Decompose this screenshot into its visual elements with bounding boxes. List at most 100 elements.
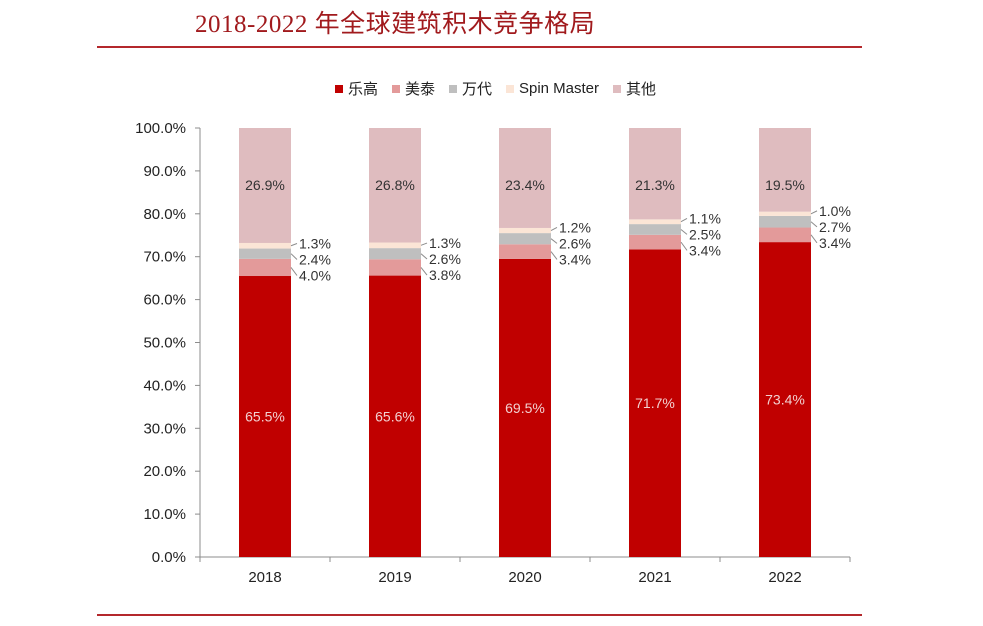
x-tick-label: 2020 bbox=[508, 569, 541, 586]
data-label: 3.4% bbox=[689, 242, 721, 258]
bar-segment bbox=[369, 259, 421, 276]
y-tick-label: 60.0% bbox=[143, 292, 186, 309]
bar-segment bbox=[759, 242, 811, 557]
bar-segment bbox=[369, 275, 421, 557]
legend-item: Spin Master bbox=[505, 78, 600, 99]
bar-segment bbox=[629, 224, 681, 235]
data-label: 1.0% bbox=[819, 203, 851, 219]
data-label: 2.7% bbox=[819, 219, 851, 235]
bar-segment bbox=[499, 227, 551, 234]
bar-segment bbox=[629, 219, 681, 225]
y-tick-label: 90.0% bbox=[143, 163, 186, 180]
legend-label: Spin Master bbox=[518, 80, 600, 97]
bar-segment bbox=[759, 211, 811, 216]
data-label: 2.5% bbox=[689, 226, 721, 242]
legend-swatch bbox=[334, 84, 343, 93]
data-label: 1.3% bbox=[429, 235, 461, 251]
data-label: 65.5% bbox=[245, 409, 285, 425]
data-label: 2.4% bbox=[299, 251, 331, 267]
bar-segment bbox=[629, 234, 681, 250]
y-tick-label: 30.0% bbox=[143, 420, 186, 437]
legend-label: 乐高 bbox=[347, 81, 378, 98]
y-tick-label: 50.0% bbox=[143, 335, 186, 352]
chart-title: 2018-2022 年全球建筑积木竞争格局 bbox=[195, 11, 596, 38]
footer-divider bbox=[97, 614, 862, 616]
x-tick-label: 2021 bbox=[638, 569, 671, 586]
bar-segment bbox=[239, 242, 291, 249]
data-label-leader bbox=[680, 241, 688, 251]
title-divider bbox=[97, 46, 862, 48]
legend-swatch bbox=[505, 84, 514, 93]
data-label: 1.1% bbox=[689, 210, 721, 226]
bar-segment bbox=[239, 258, 291, 277]
data-label-leader bbox=[290, 243, 298, 247]
x-tick-label: 2022 bbox=[768, 569, 801, 586]
legend-item: 其他 bbox=[613, 78, 656, 99]
data-label: 23.4% bbox=[505, 177, 545, 193]
legend-swatch bbox=[448, 84, 457, 93]
legend-swatch bbox=[613, 84, 622, 93]
bar-segment bbox=[499, 233, 551, 245]
bar-segment bbox=[499, 128, 551, 228]
data-label-leader bbox=[810, 210, 818, 215]
data-label: 69.5% bbox=[505, 400, 545, 416]
data-label-leader bbox=[290, 267, 298, 276]
data-label-leader bbox=[420, 253, 428, 260]
data-label-leader bbox=[550, 238, 558, 244]
data-label: 65.6% bbox=[375, 408, 415, 424]
y-tick-label: 0.0% bbox=[152, 549, 186, 566]
data-label: 3.4% bbox=[559, 251, 591, 267]
data-label-leader bbox=[420, 242, 428, 246]
data-label-leader bbox=[420, 267, 428, 276]
data-label: 4.0% bbox=[299, 267, 331, 283]
data-label: 26.8% bbox=[375, 177, 415, 193]
y-tick-label: 80.0% bbox=[143, 206, 186, 223]
bar-segment bbox=[369, 242, 421, 249]
legend-label: 万代 bbox=[461, 81, 492, 98]
data-label-leader bbox=[550, 251, 558, 260]
legend: 乐高 美泰 万代 Spin Master 其他 bbox=[0, 78, 983, 99]
bar-segment bbox=[499, 244, 551, 259]
bar-segment bbox=[759, 128, 811, 212]
bar-segment bbox=[239, 248, 291, 259]
data-label: 73.4% bbox=[765, 392, 805, 408]
data-label: 1.3% bbox=[299, 235, 331, 251]
bar-segment bbox=[369, 248, 421, 260]
legend-label: 美泰 bbox=[404, 81, 435, 98]
y-tick-label: 10.0% bbox=[143, 506, 186, 523]
data-label: 71.7% bbox=[635, 395, 675, 411]
data-label: 3.8% bbox=[429, 267, 461, 283]
data-label: 19.5% bbox=[765, 177, 805, 193]
data-label: 21.3% bbox=[635, 177, 675, 193]
data-label: 3.4% bbox=[819, 235, 851, 251]
bar-segment bbox=[239, 128, 291, 243]
data-label: 26.9% bbox=[245, 177, 285, 193]
legend-item: 乐高 bbox=[334, 78, 378, 99]
y-tick-label: 40.0% bbox=[143, 377, 186, 394]
x-tick-label: 2019 bbox=[378, 569, 411, 586]
data-label: 2.6% bbox=[429, 251, 461, 267]
x-tick-label: 2018 bbox=[248, 569, 281, 586]
legend-item: 万代 bbox=[448, 78, 492, 99]
bar-segment bbox=[629, 128, 681, 220]
data-label-leader bbox=[290, 253, 298, 260]
legend-item: 美泰 bbox=[391, 78, 435, 99]
bar-segment bbox=[369, 128, 421, 243]
y-tick-label: 20.0% bbox=[143, 463, 186, 480]
data-label-leader bbox=[810, 234, 818, 244]
data-label-leader bbox=[680, 229, 688, 235]
data-label-leader bbox=[680, 217, 688, 223]
y-tick-label: 100.0% bbox=[135, 120, 186, 137]
data-label-leader bbox=[550, 226, 558, 231]
bar-segment bbox=[759, 215, 811, 228]
legend-label: 其他 bbox=[626, 81, 657, 98]
data-label: 2.6% bbox=[559, 235, 591, 251]
bar-segment bbox=[759, 227, 811, 243]
legend-swatch bbox=[391, 84, 400, 93]
bar-segment bbox=[239, 276, 291, 557]
y-tick-label: 70.0% bbox=[143, 249, 186, 266]
bar-segment bbox=[499, 258, 551, 557]
data-label-leader bbox=[810, 221, 818, 228]
bar-segment bbox=[629, 249, 681, 558]
